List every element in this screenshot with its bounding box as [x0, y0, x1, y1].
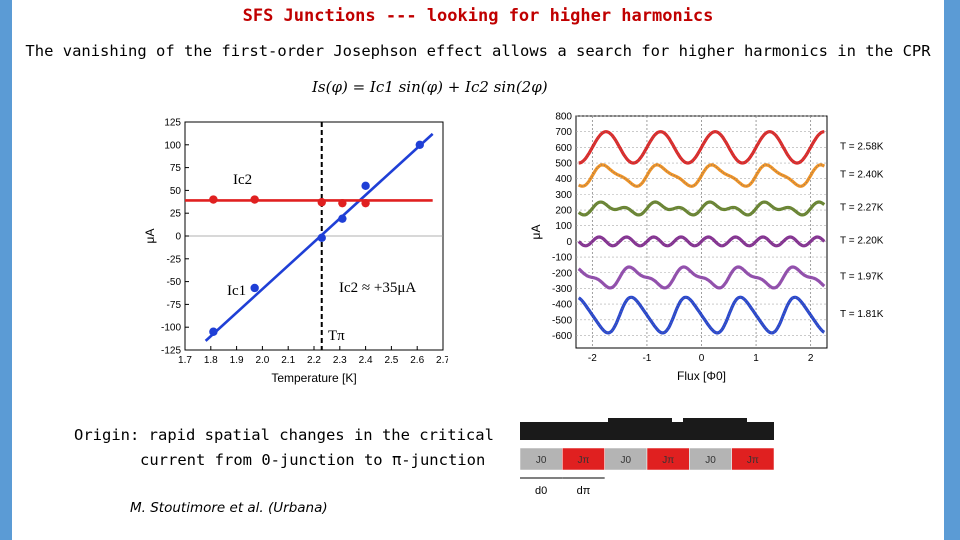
- x-tick-label: -1: [642, 353, 651, 364]
- y-tick-label: 800: [555, 112, 572, 123]
- slide-subtitle: The vanishing of the first-order Josephs…: [25, 42, 931, 60]
- x-axis-label: Temperature [K]: [271, 371, 356, 385]
- origin-text: Origin: rapid spatial changes in the cri…: [74, 423, 494, 473]
- ic2-label: Ic2: [233, 172, 252, 188]
- origin-line-2: current from 0-junction to π-junction: [140, 451, 486, 469]
- y-tick-label: -500: [552, 315, 572, 326]
- series-label: T = 2.58K: [840, 141, 884, 152]
- data-point-ic2: [317, 198, 326, 207]
- y-tick-label: 75: [170, 163, 182, 174]
- x-tick-label: 2.2: [307, 355, 321, 366]
- series-label: T = 1.81K: [840, 309, 884, 320]
- x-tick-label: 2.0: [255, 355, 269, 366]
- y-tick-label: 500: [555, 159, 572, 170]
- y-tick-label: 400: [555, 174, 572, 185]
- cpr-curve: [577, 200, 826, 217]
- y-tick-label: 125: [164, 118, 181, 129]
- data-point-ic1: [361, 181, 370, 191]
- series-label: T = 2.20K: [840, 235, 884, 246]
- ic1-label: Ic1: [227, 283, 246, 299]
- data-point-ic1: [415, 140, 424, 149]
- electrode-step: [683, 418, 747, 424]
- y-tick-label: 100: [164, 140, 181, 151]
- x-tick-label: 2.7: [436, 355, 448, 366]
- y-axis-label: μA: [529, 225, 543, 240]
- y-tick-label: -600: [552, 331, 572, 342]
- data-point-ic1: [250, 283, 259, 293]
- data-point-ic1: [338, 214, 347, 223]
- junction-label: J0: [621, 455, 632, 466]
- y-tick-label: 0: [566, 237, 572, 248]
- y-tick-label: 0: [175, 232, 181, 243]
- y-axis-label: μA: [143, 229, 157, 244]
- data-point-ic2: [361, 198, 370, 208]
- cpr-fit-curve: [578, 296, 825, 334]
- y-tick-label: 100: [555, 221, 572, 232]
- x-tick-label: 1: [753, 353, 759, 364]
- x-tick-label: 0: [699, 353, 705, 364]
- x-tick-label: 2: [808, 353, 814, 364]
- y-tick-label: 200: [555, 206, 572, 217]
- junction-diagram: J0 Jπ J0 Jπ J0 Jπ d0 dπ: [519, 418, 775, 497]
- y-tick-label: -100: [552, 253, 572, 264]
- x-tick-label: 1.7: [178, 355, 192, 366]
- series-label: T = 2.27K: [840, 202, 884, 213]
- y-tick-label: -75: [167, 300, 182, 311]
- data-point-ic1: [209, 327, 218, 336]
- y-tick-label: 300: [555, 190, 572, 201]
- cpr-fit-curve: [578, 164, 825, 187]
- x-tick-label: -2: [588, 353, 597, 364]
- x-tick-label: 2.1: [281, 355, 295, 366]
- origin-line-1: Origin: rapid spatial changes in the cri…: [74, 426, 494, 444]
- y-tick-label: -50: [167, 277, 182, 288]
- junction-segment: [731, 447, 775, 471]
- x-tick-label: 2.6: [410, 355, 424, 366]
- y-tick-label: 600: [555, 143, 572, 154]
- series-label: T = 1.97K: [840, 271, 884, 282]
- ic2-value-label: Ic2 ≈ +35μA: [339, 280, 416, 296]
- data-point-ic2: [209, 195, 218, 204]
- cpr-vs-flux-chart: -2 -1 0 1 2 800 700 600 500 400 300 200 100 0 -100 -200…: [529, 112, 884, 384]
- y-tick-label: 25: [170, 209, 182, 220]
- series-label: T = 2.40K: [840, 170, 884, 181]
- slide: SFS Junctions --- looking for higher har…: [12, 0, 944, 540]
- cpr-fit-curve: [578, 266, 825, 289]
- tpi-label: Tπ: [328, 328, 345, 344]
- x-tick-label: 2.3: [333, 355, 347, 366]
- y-tick-label: -400: [552, 300, 572, 311]
- cpr-fit-curve: [578, 236, 825, 247]
- cpr-curve: [578, 130, 825, 165]
- y-tick-label: -25: [167, 254, 182, 265]
- junction-label: Jπ: [747, 455, 759, 466]
- y-tick-label: -200: [552, 268, 572, 279]
- dpi-label: dπ: [577, 485, 591, 497]
- x-tick-label: 1.9: [230, 355, 244, 366]
- data-point-ic2: [338, 198, 347, 208]
- critical-current-vs-temperature-chart: 1.7 1.8 1.9 2.0 2.1 2.2 2.3 2.4 2.5 2.6 2.7 125 100 7…: [143, 118, 448, 386]
- y-tick-label: -300: [552, 284, 572, 295]
- junction-label: Jπ: [662, 455, 674, 466]
- cpr-formula: Is(φ) = Ic1 sin(φ) + Ic2 sin(2φ): [312, 78, 548, 96]
- electrode-step: [608, 418, 672, 424]
- junction-label: Jπ: [578, 455, 590, 466]
- y-tick-label: -100: [161, 323, 181, 334]
- x-axis-label: Flux [Φ0]: [677, 369, 726, 383]
- junction-label: J0: [536, 455, 547, 466]
- citation: M. Stoutimore et al. (Urbana): [130, 500, 328, 516]
- x-tick-label: 2.4: [359, 355, 373, 366]
- x-tick-label: 1.8: [204, 355, 218, 366]
- data-point-ic1: [317, 233, 326, 243]
- junction-label: J0: [705, 455, 716, 466]
- d0-label: d0: [535, 485, 547, 497]
- data-point-ic2: [250, 195, 259, 204]
- x-tick-label: 2.5: [384, 355, 398, 366]
- slide-title: SFS Junctions --- looking for higher har…: [242, 6, 714, 26]
- y-tick-label: 50: [170, 186, 182, 197]
- top-electrode: [520, 422, 774, 440]
- y-tick-label: 700: [555, 127, 572, 138]
- y-tick-label: -125: [161, 346, 181, 357]
